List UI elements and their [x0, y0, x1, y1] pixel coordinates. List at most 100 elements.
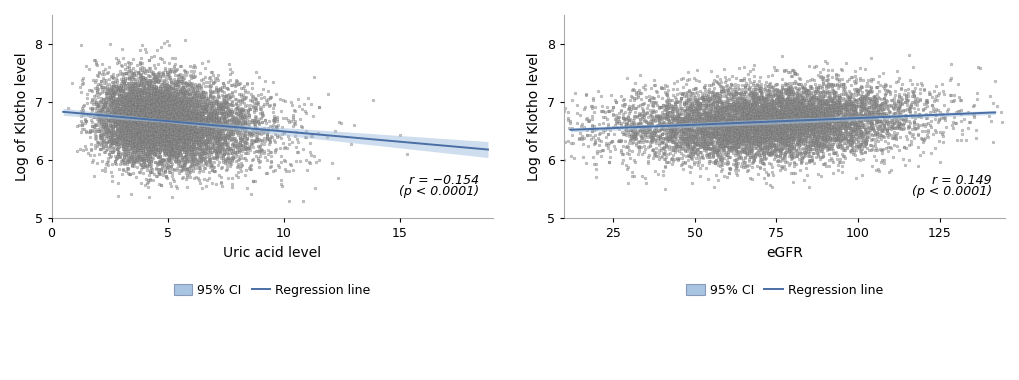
Point: [816, 117, 833, 124]
Point: [207, 120, 223, 126]
Point: [210, 134, 226, 140]
Point: [719, 160, 736, 166]
Point: [177, 98, 194, 104]
Point: [129, 115, 146, 121]
Point: [163, 103, 179, 109]
Point: [92, 109, 108, 115]
Point: [136, 129, 152, 135]
Point: [170, 111, 186, 117]
Point: [672, 98, 688, 104]
Point: [177, 129, 194, 135]
Point: [825, 116, 842, 122]
Point: [151, 94, 167, 100]
Point: [697, 117, 713, 124]
Point: [700, 141, 716, 147]
Point: [277, 98, 293, 104]
Point: [146, 83, 162, 89]
Point: [145, 122, 161, 128]
Point: [668, 121, 685, 127]
Point: [242, 106, 258, 112]
Point: [698, 154, 714, 160]
Point: [681, 116, 697, 122]
Point: [165, 105, 181, 111]
Point: [943, 122, 959, 128]
Point: [125, 134, 142, 140]
Point: [146, 107, 162, 113]
Point: [99, 111, 115, 117]
Point: [190, 175, 206, 181]
Point: [168, 66, 184, 73]
Point: [145, 133, 161, 139]
Point: [250, 157, 266, 163]
Point: [752, 89, 768, 95]
Point: [235, 131, 252, 137]
Point: [248, 136, 264, 142]
Point: [834, 144, 850, 150]
Point: [806, 133, 822, 139]
Point: [159, 93, 175, 99]
Point: [809, 141, 825, 147]
Point: [797, 110, 813, 116]
Point: [639, 128, 655, 134]
Point: [137, 87, 153, 93]
Point: [68, 148, 85, 154]
Point: [92, 146, 108, 152]
Point: [704, 100, 720, 106]
Point: [785, 105, 801, 111]
Point: [764, 129, 781, 135]
Point: [834, 91, 850, 97]
Point: [836, 117, 852, 124]
Point: [700, 113, 716, 119]
Point: [168, 117, 184, 123]
Point: [104, 84, 120, 90]
Point: [153, 85, 169, 91]
Point: [117, 160, 133, 166]
Point: [767, 96, 784, 102]
Point: [874, 157, 891, 163]
Point: [131, 112, 148, 119]
Point: [109, 107, 125, 113]
Point: [686, 133, 702, 139]
Point: [158, 98, 174, 104]
Point: [733, 131, 749, 137]
Point: [211, 141, 227, 147]
Point: [756, 142, 772, 148]
Point: [185, 115, 202, 121]
Point: [689, 116, 705, 122]
Point: [759, 144, 775, 150]
Point: [853, 112, 869, 118]
Point: [128, 95, 145, 101]
Point: [163, 163, 179, 169]
Point: [866, 95, 882, 101]
Point: [628, 124, 644, 130]
Point: [133, 92, 150, 98]
Point: [854, 116, 870, 122]
Point: [684, 127, 700, 133]
Point: [714, 145, 731, 151]
Point: [96, 111, 112, 117]
Point: [847, 111, 863, 117]
Point: [155, 139, 171, 145]
Point: [166, 135, 182, 141]
Point: [121, 100, 138, 106]
Point: [710, 111, 727, 117]
Point: [621, 103, 637, 109]
Point: [933, 81, 950, 87]
Point: [196, 119, 212, 125]
Point: [119, 75, 136, 81]
Point: [123, 130, 140, 136]
Point: [665, 136, 682, 142]
Point: [222, 108, 238, 114]
Point: [746, 109, 762, 115]
Point: [174, 135, 191, 141]
Point: [633, 101, 649, 107]
Point: [183, 147, 200, 154]
Point: [210, 119, 226, 125]
Point: [118, 113, 135, 119]
Point: [777, 115, 794, 121]
Point: [254, 113, 270, 119]
Point: [162, 144, 178, 150]
Point: [152, 116, 168, 122]
Point: [980, 93, 997, 99]
Point: [714, 115, 731, 121]
